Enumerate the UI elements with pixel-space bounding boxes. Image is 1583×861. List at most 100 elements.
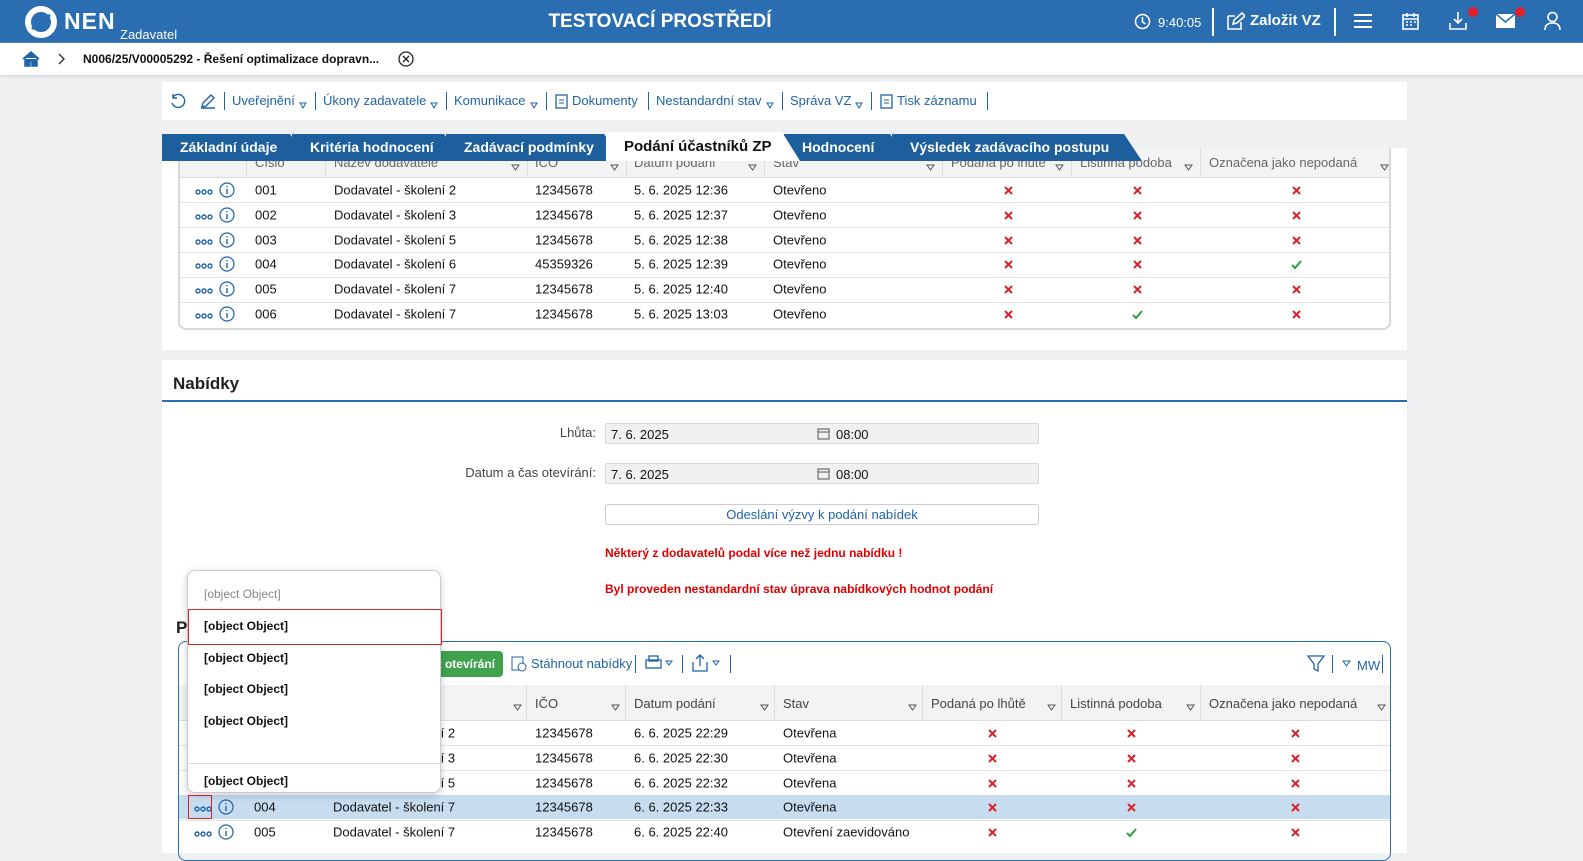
row-info-button[interactable] — [219, 182, 235, 198]
cell: 5. 6. 2025 12:38 — [634, 232, 728, 248]
sort-icon[interactable] — [1377, 700, 1386, 711]
download-icon[interactable] — [1449, 11, 1467, 30]
sort-icon[interactable] — [926, 160, 935, 171]
sort-icon-graphic — [1380, 164, 1389, 171]
refresh-icon[interactable] — [170, 93, 186, 109]
cell: Dodavatel - školení 2 — [334, 182, 457, 198]
create-button[interactable]: Založit VZ — [1250, 12, 1321, 29]
row-menu-button[interactable] — [195, 235, 213, 245]
menu-item[interactable]: [object Object] — [204, 618, 289, 633]
environment: TESTOVACÍ PROSTŘEDÍ — [548, 11, 772, 32]
sort-icon-graphic — [1377, 704, 1386, 711]
print-menu[interactable] — [645, 655, 675, 672]
export-menu[interactable] — [692, 654, 722, 672]
cell: 12345678 — [535, 799, 593, 815]
column-header[interactable]: Označena jako nepodaná — [1209, 696, 1358, 711]
toolbar-item[interactable]: Nestandardní stav — [656, 93, 762, 108]
filter-icon[interactable] — [1307, 655, 1325, 672]
sort-icon[interactable] — [611, 700, 620, 711]
send-button[interactable]: Odeslání výzvy k podání nabídek — [605, 504, 1039, 525]
row-info-button[interactable] — [219, 281, 235, 297]
menu-item[interactable]: [object Object] — [204, 650, 289, 665]
row-menu-button[interactable] — [195, 309, 213, 319]
mw-button[interactable]: MW — [1357, 658, 1381, 673]
dropdown-icon[interactable] — [1342, 660, 1351, 668]
row-menu-button[interactable] — [194, 827, 212, 837]
mail-icon[interactable] — [1496, 14, 1515, 28]
date-input[interactable]: 7. 6. 2025 08:00 — [605, 463, 1039, 484]
column-header[interactable]: Podaná po lhůtě — [931, 696, 1026, 711]
sort-icon[interactable] — [760, 700, 769, 711]
tab[interactable]: Kritéria hodnocení — [292, 134, 462, 161]
column-header[interactable]: IČO — [535, 696, 559, 711]
toolbar-item[interactable]: Dokumenty — [572, 93, 638, 108]
breadcrumb-title[interactable]: N006/25/V00005292 - Řešení optimalizace … — [83, 52, 380, 66]
tab[interactable]: Hodnocení — [784, 134, 908, 161]
row-info-button[interactable] — [219, 256, 235, 272]
status-icon-graphic — [1126, 729, 1136, 738]
dropdown-icon — [299, 98, 307, 109]
logo-icon — [25, 6, 57, 38]
tab-active[interactable]: Podání účastníků ZP — [606, 132, 800, 161]
dropdown-icon — [855, 98, 863, 109]
row-info-button[interactable] — [218, 799, 234, 815]
cell: Dodavatel - školení 7 — [333, 799, 456, 815]
user-icon[interactable] — [1544, 11, 1561, 31]
sort-icon[interactable] — [1184, 160, 1193, 171]
cell: 5. 6. 2025 12:36 — [634, 182, 728, 198]
calendar-icon[interactable] — [1402, 12, 1419, 30]
row-info-button[interactable] — [219, 306, 235, 322]
close-icon[interactable] — [398, 51, 414, 67]
sort-icon[interactable] — [1055, 160, 1064, 171]
row-info-button[interactable] — [219, 231, 235, 248]
row-menu-button-graphic — [195, 288, 213, 294]
status-icon-graphic — [1291, 186, 1301, 195]
cell: Otevřeno — [773, 207, 827, 223]
date-input[interactable]: 7. 6. 2025 08:00 — [605, 423, 1039, 444]
column-header[interactable]: Datum podání — [634, 696, 716, 711]
sort-icon[interactable] — [511, 160, 520, 171]
column-header[interactable]: Listinná podoba — [1070, 696, 1162, 711]
toolbar-item[interactable]: Komunikace — [454, 93, 526, 108]
row-info-button[interactable] — [219, 207, 235, 223]
cell: Dodavatel - školení 7 — [334, 306, 457, 322]
toolbar-item[interactable]: Tisk záznamu — [897, 93, 977, 108]
column-header[interactable]: Označena jako nepodaná — [1209, 155, 1358, 170]
row-menu-button[interactable] — [194, 802, 212, 812]
cell: 004 — [254, 799, 276, 815]
menu-item[interactable]: [object Object] — [204, 682, 289, 697]
menu-icon[interactable] — [1354, 13, 1372, 29]
sort-icon[interactable] — [1380, 160, 1389, 171]
sort-icon[interactable] — [1186, 700, 1195, 711]
sort-icon[interactable] — [908, 700, 917, 711]
tab[interactable]: Základní údaje — [162, 134, 308, 161]
row-menu-button[interactable] — [195, 284, 213, 294]
status-icon-graphic — [1126, 803, 1136, 812]
sort-icon[interactable] — [1047, 700, 1056, 711]
row-menu-button[interactable] — [195, 210, 213, 220]
row-info-button[interactable] — [218, 824, 234, 840]
toolbar-item[interactable]: Správa VZ — [790, 93, 852, 108]
toolbar-item[interactable]: Úkony zadavatele — [323, 93, 427, 108]
status-icon-graphic — [1003, 235, 1013, 245]
column-header[interactable]: Stav — [783, 696, 810, 711]
separator — [682, 655, 683, 673]
sort-icon[interactable] — [513, 700, 522, 711]
sort-icon[interactable] — [610, 160, 619, 171]
tab[interactable]: Zadávací podmínky — [446, 134, 622, 161]
home-icon[interactable] — [22, 51, 40, 67]
separator — [782, 92, 783, 110]
cell: Dodavatel - školení 7 — [334, 281, 457, 297]
cell: 003 — [255, 232, 277, 248]
sort-icon[interactable] — [748, 160, 757, 171]
menu-item[interactable]: [object Object] — [204, 714, 289, 728]
row-menu-button[interactable] — [195, 185, 213, 195]
menu-item: [object Object] — [204, 587, 281, 601]
download-button[interactable]: Stáhnout nabídky — [531, 656, 633, 671]
column-separator — [527, 148, 528, 178]
tab[interactable]: Výsledek zadávacího postupu — [892, 134, 1142, 161]
menu-item[interactable]: [object Object] — [204, 773, 289, 788]
edit-icon[interactable] — [200, 93, 216, 109]
row-menu-button[interactable] — [195, 259, 213, 270]
toolbar-item[interactable]: Uveřejnění — [232, 93, 295, 108]
